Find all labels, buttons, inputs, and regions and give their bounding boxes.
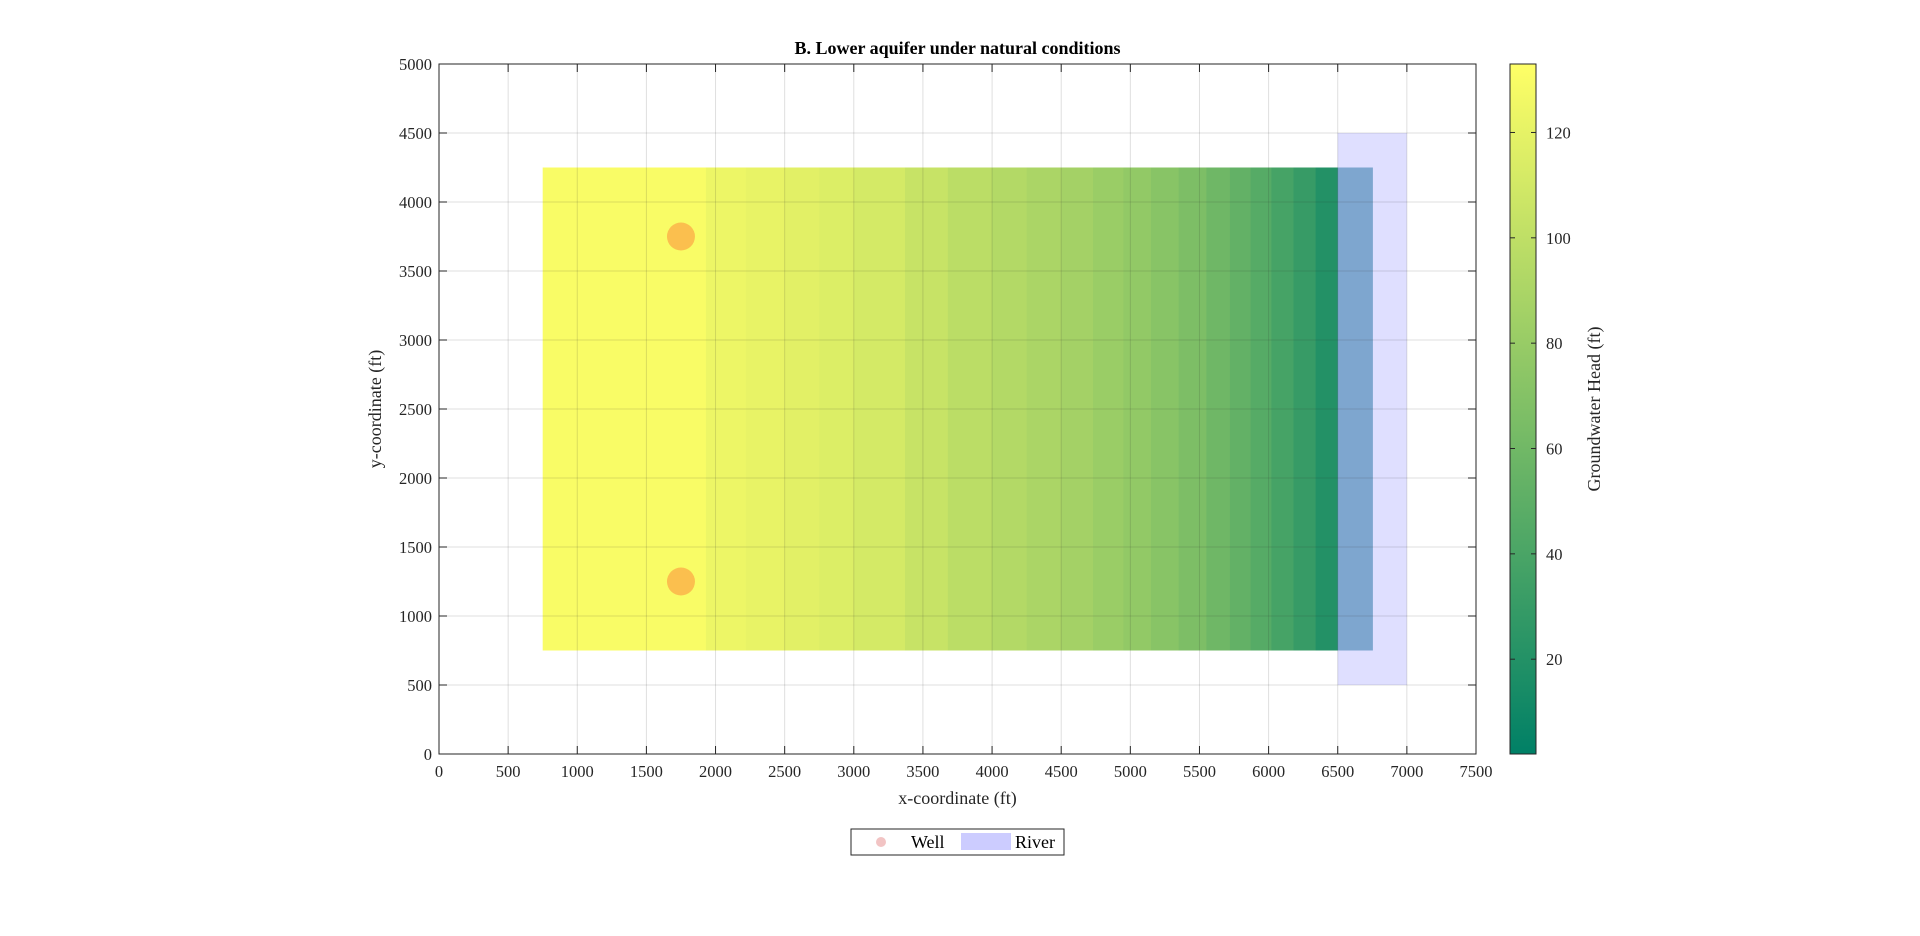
x-tick-label: 3000 <box>837 762 870 781</box>
well-marker <box>666 222 695 251</box>
colorbar-tick-label: 20 <box>1546 650 1563 669</box>
river-area <box>1337 133 1407 685</box>
y-tick-label: 1000 <box>399 607 432 626</box>
x-tick-label: 0 <box>435 762 443 781</box>
x-tick-label: 7500 <box>1460 762 1493 781</box>
chart-title: B. Lower aquifer under natural condition… <box>794 38 1120 58</box>
colorbar-tick-label: 60 <box>1546 440 1563 459</box>
y-tick-label: 4500 <box>399 124 432 143</box>
x-tick-label: 500 <box>496 762 521 781</box>
colorbar: 20 40 60 80 100 120 <box>1509 63 1571 755</box>
head-cell <box>1206 167 1231 651</box>
head-cell <box>1229 167 1252 651</box>
y-tick-label: 0 <box>424 745 432 764</box>
head-cell <box>1315 167 1339 651</box>
head-cell <box>1061 167 1094 651</box>
y-tick-label: 1500 <box>399 538 432 557</box>
well-marker <box>666 567 695 596</box>
colorbar-label: Groundwater Head (ft) <box>1584 327 1605 492</box>
head-cell <box>784 167 820 651</box>
legend: Well River <box>850 828 1065 856</box>
colorbar-tick-label: 100 <box>1546 229 1571 248</box>
legend-well-label: Well <box>911 832 945 852</box>
head-cell <box>1093 167 1125 651</box>
head-cell <box>947 167 993 651</box>
colorbar-tick-label: 120 <box>1546 123 1571 142</box>
head-cell <box>819 167 855 651</box>
y-tick-label: 5000 <box>399 55 432 74</box>
head-cell <box>1293 167 1317 651</box>
head-cell <box>1151 167 1180 651</box>
y-tick-label: 2500 <box>399 400 432 419</box>
head-cell <box>1250 167 1272 651</box>
head-cell <box>904 167 949 651</box>
y-tick-label: 2000 <box>399 469 432 488</box>
x-tick-label: 4500 <box>1045 762 1078 781</box>
x-axis-label: x-coordinate (ft) <box>898 788 1016 809</box>
x-tick-label: 4000 <box>976 762 1009 781</box>
x-tick-label: 5000 <box>1114 762 1147 781</box>
head-cell <box>992 167 1028 651</box>
legend-river-label: River <box>1015 832 1055 852</box>
colorbar-tick-label: 40 <box>1546 545 1563 564</box>
colorbar-ramp <box>1509 63 1537 755</box>
head-cell <box>1178 167 1207 651</box>
y-axis-label: y-coordinate (ft) <box>365 350 386 468</box>
legend-river-swatch <box>961 833 1011 850</box>
x-tick-label: 2500 <box>768 762 801 781</box>
x-tick-label: 6500 <box>1321 762 1354 781</box>
x-tick-label: 2000 <box>699 762 732 781</box>
x-tick-label: 1000 <box>561 762 594 781</box>
y-tick-label: 4000 <box>399 193 432 212</box>
x-tick-label: 7000 <box>1390 762 1423 781</box>
y-tick-label: 3000 <box>399 331 432 350</box>
x-tick-label: 3500 <box>906 762 939 781</box>
head-cell <box>1026 167 1062 651</box>
legend-box <box>850 828 1065 856</box>
axes: 0 500 1000 1500 2000 2500 3000 3500 4000 4500 5000… <box>399 55 1493 781</box>
head-cell <box>745 167 786 651</box>
colorbar-tick-label: 80 <box>1546 334 1563 353</box>
x-tick-label: 5500 <box>1183 762 1216 781</box>
x-tick-label: 6000 <box>1252 762 1285 781</box>
y-tick-label: 3500 <box>399 262 432 281</box>
plot-area <box>439 64 1476 754</box>
head-cell <box>853 167 906 651</box>
head-cell <box>705 167 747 651</box>
y-tick-label: 500 <box>407 676 432 695</box>
legend-well-marker <box>876 837 886 847</box>
x-tick-label: 1500 <box>630 762 663 781</box>
head-cell <box>1123 167 1152 651</box>
head-cell <box>1271 167 1295 651</box>
